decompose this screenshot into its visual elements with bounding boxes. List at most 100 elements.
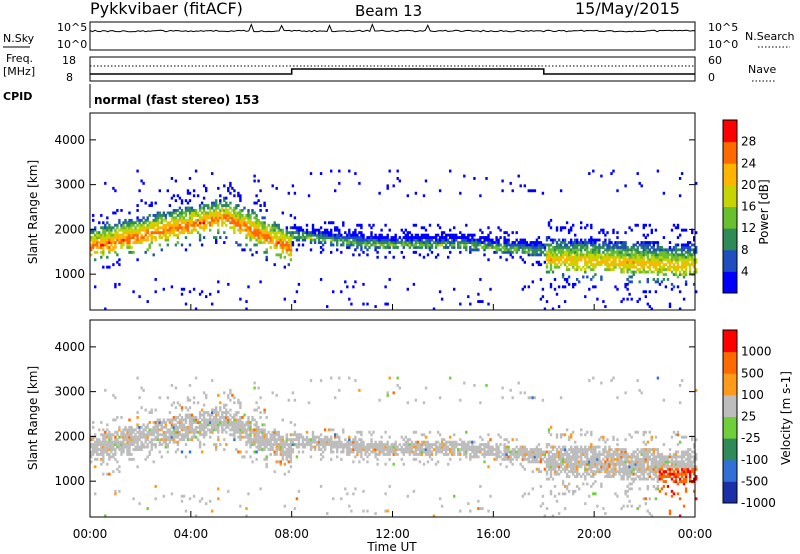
- velocity-cell: [545, 460, 549, 464]
- velocity-cell: [283, 453, 286, 456]
- freq-right-tick-bottom: 0: [708, 71, 715, 84]
- power-cell: [190, 218, 194, 222]
- velocity-cell: [563, 453, 567, 456]
- power-cell: [102, 265, 105, 269]
- velocity-cell: [122, 443, 125, 446]
- power-cell: [622, 248, 625, 252]
- power-cell: [576, 268, 579, 271]
- velocity-cell: [422, 448, 426, 451]
- power-cell: [104, 233, 107, 237]
- velocity-cell: [241, 423, 244, 427]
- power-cell: [154, 216, 157, 220]
- velocity-cell: [576, 460, 579, 464]
- velocity-cell: [388, 453, 391, 456]
- power-cell: [277, 228, 280, 232]
- power-cell: [106, 246, 109, 249]
- velocity-cell: [346, 440, 349, 444]
- velocity-cell: [368, 448, 371, 451]
- power-cell: [612, 250, 615, 254]
- velocity-cell: [455, 440, 458, 444]
- power-cell: [253, 226, 256, 230]
- power-cell: [124, 221, 127, 225]
- power-cell: [128, 226, 131, 230]
- velocity-cell: [604, 460, 607, 464]
- power-cell: [576, 250, 579, 254]
- power-cell: [283, 265, 286, 269]
- power-cell: [158, 221, 161, 225]
- power-cell: [479, 241, 482, 244]
- power-cell: [693, 258, 696, 262]
- velocity-cell: [473, 450, 476, 454]
- power-cell: [267, 236, 270, 239]
- power-cell: [138, 221, 141, 225]
- power-cell: [414, 238, 418, 242]
- power-cell: [309, 236, 313, 239]
- power-cell: [436, 233, 440, 237]
- power-cell: [626, 278, 629, 281]
- velocity-cell: [213, 418, 216, 422]
- power-cell: [509, 253, 512, 257]
- velocity-cell: [205, 411, 208, 414]
- power-cell: [539, 297, 543, 301]
- power-cell: [529, 253, 532, 257]
- power-cell: [259, 228, 262, 232]
- power-cell: [479, 228, 482, 232]
- velocity-cell: [108, 443, 111, 446]
- velocity-cell: [348, 435, 351, 439]
- power-cell: [533, 189, 537, 193]
- velocity-cell: [277, 435, 280, 439]
- power-cell: [549, 250, 553, 254]
- power-cell: [192, 211, 196, 215]
- power-cell: [424, 243, 428, 247]
- velocity-cell: [148, 440, 151, 444]
- velocity-cell: [559, 460, 563, 464]
- velocity-cell: [366, 460, 369, 464]
- power-cell: [620, 300, 623, 303]
- velocity-cell: [600, 467, 603, 471]
- velocity-cell: [152, 430, 155, 434]
- velocity-cell: [479, 401, 482, 405]
- velocity-cell: [124, 433, 127, 437]
- power-cell: [662, 258, 666, 262]
- power-cell: [691, 248, 694, 252]
- power-cell: [239, 196, 242, 200]
- power-cell: [676, 253, 680, 257]
- power-cell: [158, 233, 161, 237]
- power-cell: [642, 265, 645, 269]
- power-cell: [233, 218, 236, 222]
- velocity-cell: [584, 475, 587, 478]
- power-cell: [479, 238, 482, 242]
- power-cell: [156, 231, 159, 235]
- power-cell: [630, 270, 633, 274]
- power-cell: [380, 228, 383, 232]
- power-cell: [362, 238, 365, 242]
- velocity-cell: [257, 443, 260, 446]
- velocity-cell: [223, 418, 226, 422]
- power-cell: [265, 248, 268, 252]
- power-cell: [94, 238, 97, 242]
- power-cell: [207, 204, 210, 207]
- velocity-cell: [612, 455, 615, 459]
- power-cell: [221, 218, 224, 222]
- power-cell: [695, 246, 698, 249]
- velocity-cell: [249, 443, 252, 446]
- velocity-cell: [309, 443, 313, 446]
- power-cell: [112, 246, 115, 249]
- velocity-cell: [102, 453, 105, 456]
- power-cell: [449, 169, 452, 173]
- power-cell: [511, 243, 514, 247]
- power-cell: [394, 241, 397, 244]
- velocity-cell: [307, 401, 311, 405]
- power-cell: [567, 246, 571, 249]
- power-cell: [477, 241, 480, 244]
- velocity-cell: [360, 443, 363, 446]
- power-cell: [126, 221, 129, 225]
- power-cell: [130, 228, 133, 232]
- power-cell: [537, 241, 541, 244]
- velocity-cell: [547, 453, 551, 456]
- power-cell: [192, 223, 196, 227]
- velocity-cell: [192, 421, 196, 424]
- power-cell: [414, 191, 418, 195]
- power-cell: [390, 236, 393, 239]
- velocity-cell: [251, 430, 254, 434]
